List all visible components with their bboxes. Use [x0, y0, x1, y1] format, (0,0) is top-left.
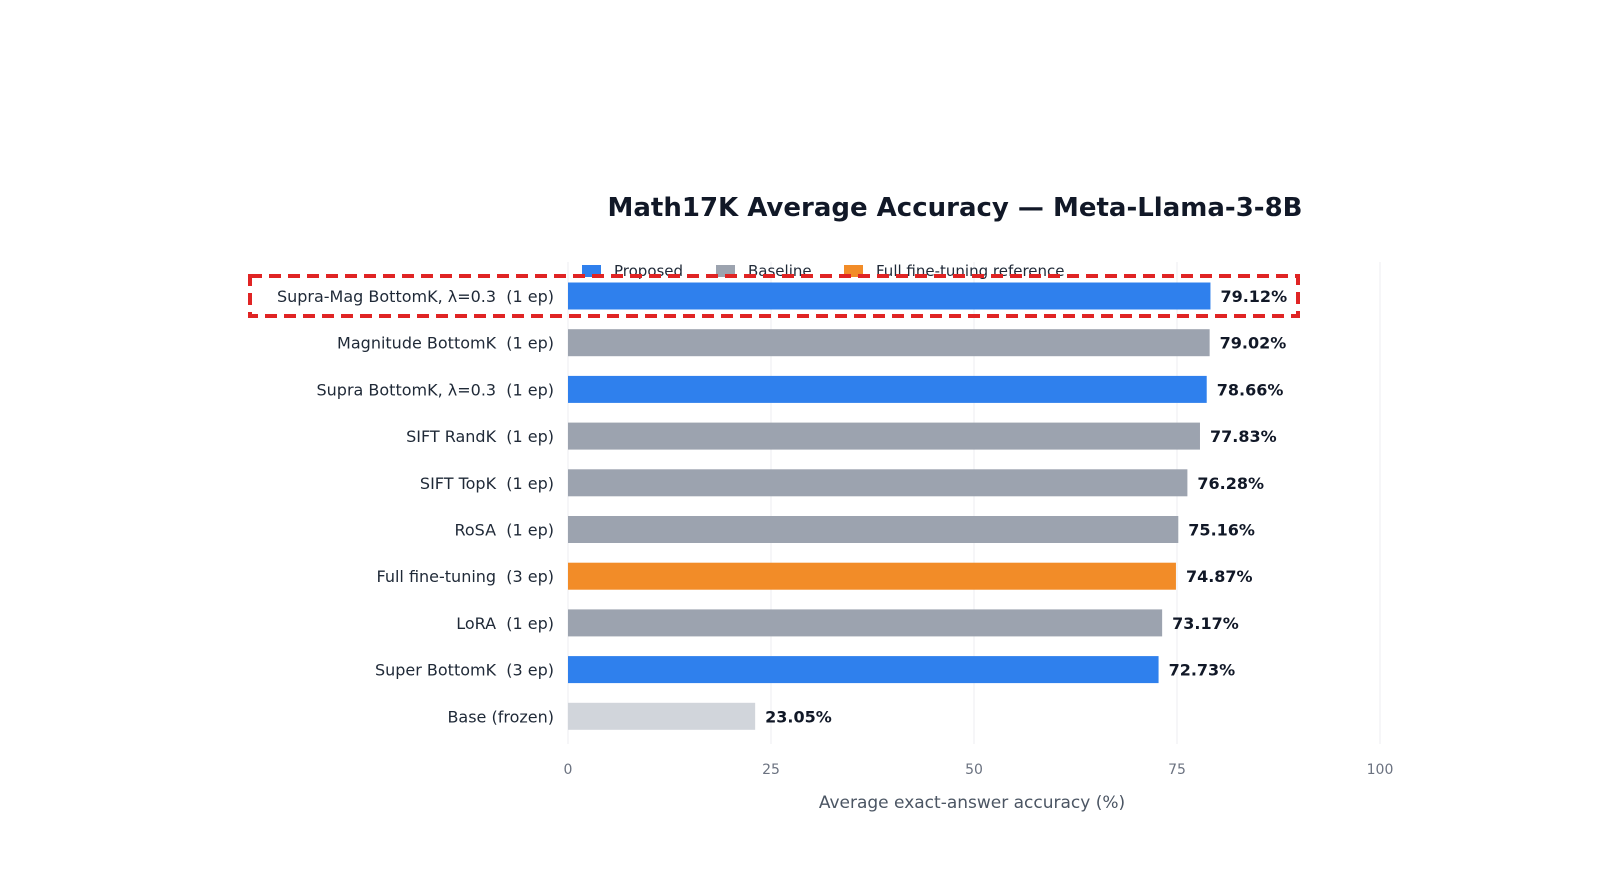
bar [568, 562, 1176, 590]
value-label: 23.05% [765, 707, 832, 726]
highlight-box [248, 274, 1300, 318]
category-label: LoRA (1 ep) [456, 614, 554, 633]
value-label: 77.83% [1210, 427, 1277, 446]
category-label: Supra BottomK, λ=0.3 (1 ep) [316, 380, 554, 399]
value-label: 79.12% [1220, 287, 1287, 306]
bar [568, 422, 1200, 450]
x-tick-label: 50 [965, 762, 983, 778]
x-tick-label: 75 [1168, 762, 1186, 778]
category-label: Magnitude BottomK (1 ep) [337, 334, 554, 353]
x-tick-label: 0 [564, 762, 573, 778]
bars [568, 282, 1211, 730]
value-label: 79.02% [1220, 334, 1287, 353]
x-axis-ticks: 0 25 50 75 100 [564, 762, 1394, 778]
bar [568, 702, 756, 730]
bar [568, 469, 1188, 497]
x-tick-label: 25 [762, 762, 780, 778]
bar [568, 516, 1179, 543]
value-labels: 79.12% 79.02% 78.66% 77.83% 76.28% 75.16% 74.8… [765, 287, 1287, 726]
chart-title: Math17K Average Accuracy — Meta-Llama-3-… [608, 193, 1303, 223]
bar [568, 656, 1159, 684]
x-tick-label: 100 [1367, 762, 1394, 778]
bar [568, 609, 1163, 637]
category-label: SIFT RandK (1 ep) [406, 427, 554, 446]
value-label: 76.28% [1197, 474, 1264, 493]
category-label: Supra-Mag BottomK, λ=0.3 (1 ep) [277, 287, 554, 306]
highlight-box-outline [248, 274, 1300, 318]
category-label: Super BottomK (3 ep) [375, 661, 554, 680]
category-label: SIFT TopK (1 ep) [420, 474, 554, 493]
category-label: Full fine-tuning (3 ep) [377, 567, 555, 586]
bar [568, 375, 1207, 403]
value-label: 72.73% [1169, 661, 1236, 680]
x-axis-label: Average exact-answer accuracy (%) [819, 793, 1125, 813]
bar [568, 282, 1211, 310]
value-label: 75.16% [1188, 521, 1255, 540]
value-label: 74.87% [1186, 567, 1253, 586]
value-label: 73.17% [1172, 614, 1239, 633]
bar [568, 329, 1210, 357]
category-label: RoSA (1 ep) [454, 521, 554, 540]
category-labels: Supra-Mag BottomK, λ=0.3 (1 ep) Magnitude… [277, 287, 554, 726]
value-label: 78.66% [1217, 380, 1284, 399]
category-label: Base (frozen) [447, 707, 554, 726]
